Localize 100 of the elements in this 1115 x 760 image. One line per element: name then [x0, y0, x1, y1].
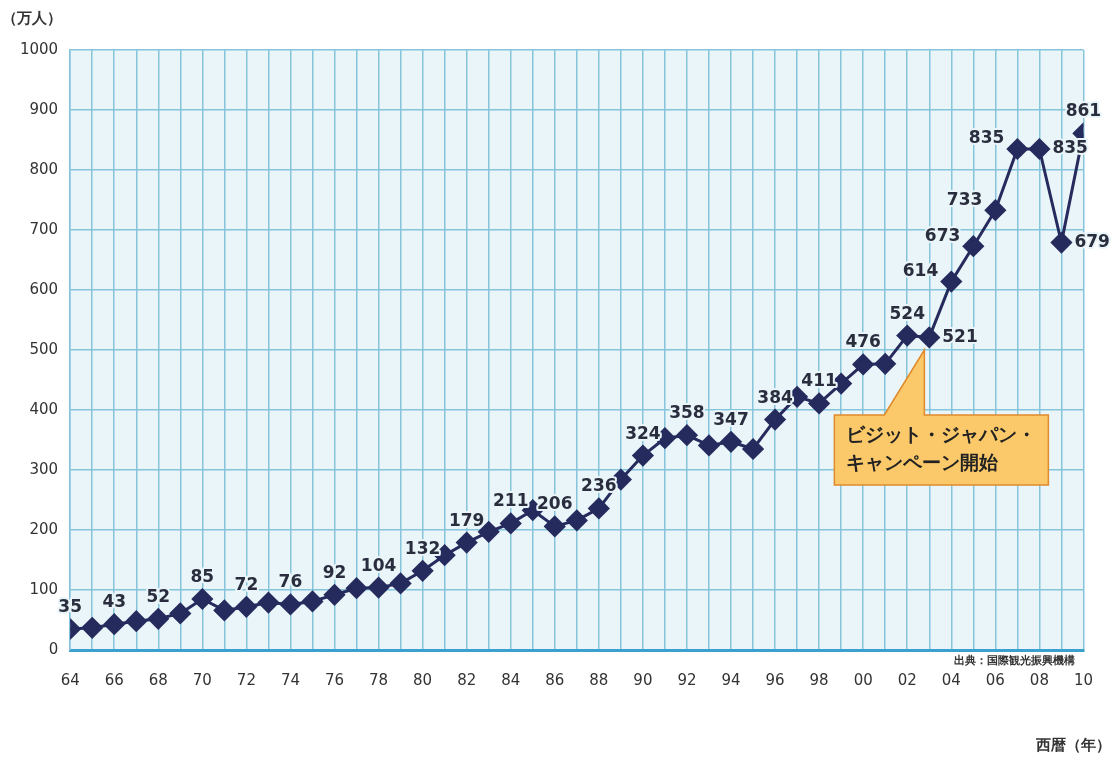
point: [962, 235, 984, 257]
y-tick-label: 700: [29, 219, 59, 238]
data-label: 179: [448, 509, 485, 530]
point: [169, 602, 191, 624]
point: [412, 560, 434, 582]
point: [324, 584, 346, 606]
x-tick-label: 92: [677, 670, 697, 689]
point: [566, 509, 588, 531]
x-tick-label: 80: [413, 670, 433, 689]
y-tick-label: 600: [29, 279, 59, 298]
x-tick-label: 84: [501, 670, 521, 689]
y-tick-label: 1000: [19, 39, 59, 58]
data-label: 524: [889, 302, 926, 323]
point: [279, 593, 301, 615]
point: [588, 497, 610, 519]
data-label: 411: [801, 370, 837, 391]
point: [301, 590, 323, 612]
point: [346, 577, 368, 599]
point: [874, 353, 896, 375]
point: [81, 617, 103, 639]
point: [544, 515, 566, 537]
data-label: 85: [190, 565, 215, 586]
point: [1006, 138, 1028, 160]
point: [852, 353, 874, 375]
point: [984, 199, 1006, 221]
data-label: 521: [942, 325, 978, 346]
y-tick-label: 200: [29, 519, 59, 538]
x-tick-label: 04: [941, 670, 961, 689]
x-tick-label: 82: [457, 670, 477, 689]
data-label: 52: [146, 585, 171, 606]
data-label: 358: [669, 402, 705, 423]
data-label: 132: [404, 537, 441, 558]
y-tick-label: 0: [48, 639, 59, 658]
x-tick-label: 90: [633, 670, 653, 689]
data-label: 861: [1065, 100, 1102, 121]
data-label: 92: [322, 561, 347, 582]
x-tick-label: 66: [104, 670, 124, 689]
x-tick-label: 98: [809, 670, 829, 689]
data-label: 614: [902, 260, 939, 281]
data-label: 72: [234, 573, 259, 594]
data-label: 43: [102, 591, 127, 612]
annotation: ビジット・ジャパン・キャンペーン開始: [846, 422, 1037, 473]
x-tick-label: 06: [985, 670, 1005, 689]
point: [632, 445, 654, 467]
point: [125, 610, 147, 632]
x-tick-label: 10: [1073, 670, 1093, 689]
point: [213, 599, 235, 621]
point: [191, 588, 213, 610]
point: [742, 438, 764, 460]
x-tick-label: 64: [60, 670, 80, 689]
x-tick-label: 68: [148, 670, 168, 689]
data-label: 835: [968, 127, 1005, 148]
point: [698, 434, 720, 456]
point: [896, 325, 918, 347]
point: [1050, 232, 1072, 254]
point: [676, 424, 698, 446]
y-tick-label: 400: [29, 399, 59, 418]
x-tick-label: 70: [192, 670, 212, 689]
data-label: 476: [845, 331, 881, 352]
data-label: 104: [360, 554, 397, 575]
point: [764, 409, 786, 431]
x-tick-label: 88: [589, 670, 609, 689]
data-label: 211: [492, 490, 529, 511]
x-tick-label: 86: [545, 670, 565, 689]
data-label: 733: [946, 188, 983, 209]
point: [500, 512, 522, 534]
point: [103, 613, 125, 635]
x-tick-label: 78: [369, 670, 389, 689]
point: [147, 608, 169, 630]
x-tick-label: 94: [721, 670, 741, 689]
y-tick-label: 500: [29, 339, 59, 358]
y-tick-label: 900: [29, 99, 59, 118]
y-tick-label: 800: [29, 159, 59, 178]
y-tick-label: 100: [29, 579, 59, 598]
data-label: 35: [58, 595, 83, 616]
x-tick-label: 02: [897, 670, 917, 689]
data-label: 206: [537, 493, 573, 514]
y-axis-title: （万人）: [2, 9, 62, 28]
x-tick-label: 00: [853, 670, 873, 689]
point: [918, 326, 940, 348]
point: [940, 271, 962, 293]
x-axis-title: 西暦（年）: [1035, 736, 1111, 755]
data-label: 673: [924, 224, 961, 245]
point: [1028, 138, 1050, 160]
x-tick-label: 76: [324, 670, 345, 689]
x-tick-label: 08: [1029, 670, 1049, 689]
data-label: 347: [713, 408, 749, 429]
x-tick-label: 74: [280, 670, 300, 689]
point: [235, 596, 257, 618]
x-tick-label: 72: [236, 670, 256, 689]
point: [808, 392, 830, 414]
point: [368, 577, 390, 599]
point: [257, 592, 279, 614]
data-label: 324: [625, 422, 661, 443]
source-note: 出典：国際観光振興機構: [954, 654, 1076, 668]
data-label: 76: [278, 571, 303, 592]
x-tick-label: 96: [765, 670, 785, 689]
point: [456, 532, 478, 554]
point: [390, 572, 412, 594]
y-tick-label: 300: [29, 459, 59, 478]
